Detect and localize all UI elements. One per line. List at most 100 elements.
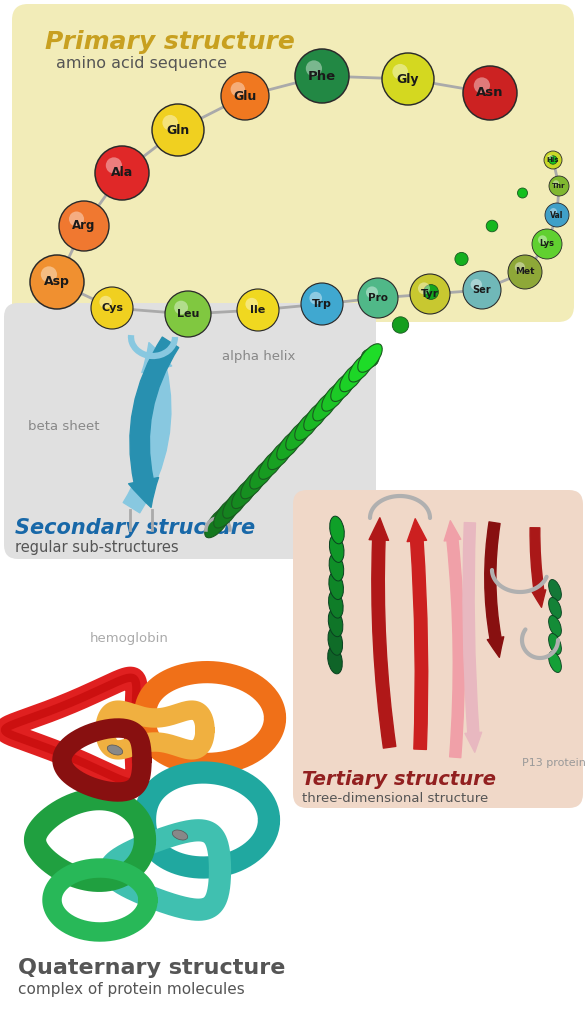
Text: Asn: Asn — [476, 86, 504, 99]
Circle shape — [463, 271, 501, 309]
Text: Val: Val — [551, 211, 564, 219]
Ellipse shape — [329, 553, 344, 581]
Circle shape — [382, 53, 434, 105]
Circle shape — [553, 180, 559, 186]
Circle shape — [538, 236, 547, 245]
Text: three-dimensional structure: three-dimensional structure — [302, 792, 488, 805]
Circle shape — [174, 301, 188, 314]
FancyArrowPatch shape — [530, 527, 546, 607]
Ellipse shape — [340, 362, 365, 392]
Text: Secondary structure: Secondary structure — [15, 518, 255, 538]
Circle shape — [358, 278, 398, 318]
Circle shape — [152, 104, 204, 156]
Circle shape — [30, 255, 84, 309]
Ellipse shape — [303, 401, 329, 431]
Circle shape — [306, 60, 322, 77]
Text: Arg: Arg — [72, 219, 96, 232]
Ellipse shape — [328, 628, 343, 655]
Circle shape — [544, 151, 562, 169]
Text: Thr: Thr — [552, 183, 566, 189]
Text: Primary structure: Primary structure — [45, 30, 295, 54]
Text: beta sheet: beta sheet — [28, 420, 100, 433]
Circle shape — [99, 296, 112, 308]
Ellipse shape — [222, 487, 249, 518]
Circle shape — [295, 49, 349, 103]
Circle shape — [106, 158, 122, 173]
FancyArrowPatch shape — [444, 521, 464, 758]
Circle shape — [392, 316, 409, 333]
Circle shape — [549, 176, 569, 196]
Text: Asp: Asp — [44, 275, 70, 289]
Ellipse shape — [329, 535, 344, 562]
Text: Cys: Cys — [101, 303, 123, 313]
Circle shape — [237, 289, 279, 331]
Circle shape — [361, 349, 379, 367]
Circle shape — [231, 82, 245, 96]
Ellipse shape — [241, 468, 267, 499]
Ellipse shape — [313, 391, 338, 421]
Ellipse shape — [205, 506, 231, 538]
Ellipse shape — [276, 430, 302, 460]
Text: Met: Met — [515, 267, 535, 276]
FancyArrowPatch shape — [485, 522, 504, 657]
Ellipse shape — [330, 516, 345, 544]
Circle shape — [410, 274, 450, 314]
Circle shape — [515, 262, 525, 272]
Ellipse shape — [173, 830, 188, 840]
Circle shape — [474, 78, 490, 93]
Circle shape — [518, 188, 528, 198]
Ellipse shape — [330, 373, 356, 401]
Text: Quaternary structure: Quaternary structure — [18, 958, 285, 978]
FancyArrowPatch shape — [129, 337, 178, 507]
Ellipse shape — [328, 609, 343, 637]
FancyArrowPatch shape — [407, 519, 428, 750]
Circle shape — [392, 63, 408, 80]
Text: Ala: Ala — [111, 167, 133, 179]
Text: Lys: Lys — [539, 240, 555, 249]
Text: Pro: Pro — [368, 293, 388, 303]
Circle shape — [91, 287, 133, 329]
Circle shape — [309, 292, 322, 304]
Ellipse shape — [268, 439, 294, 470]
Circle shape — [221, 72, 269, 120]
Circle shape — [69, 212, 84, 226]
Ellipse shape — [549, 634, 561, 654]
Text: regular sub-structures: regular sub-structures — [15, 540, 178, 555]
FancyBboxPatch shape — [4, 303, 376, 559]
Circle shape — [471, 279, 482, 291]
Text: Ile: Ile — [251, 305, 266, 315]
Circle shape — [59, 201, 109, 251]
FancyBboxPatch shape — [293, 490, 583, 808]
Circle shape — [163, 115, 178, 130]
Text: Gln: Gln — [166, 124, 190, 136]
Ellipse shape — [249, 459, 276, 489]
Circle shape — [95, 146, 149, 200]
Text: amino acid sequence: amino acid sequence — [56, 56, 227, 71]
Circle shape — [463, 66, 517, 120]
Text: Ser: Ser — [473, 285, 491, 295]
Text: Phe: Phe — [308, 70, 336, 83]
Circle shape — [532, 229, 562, 259]
FancyBboxPatch shape — [12, 4, 574, 322]
Circle shape — [366, 287, 378, 298]
Text: Leu: Leu — [177, 309, 199, 319]
Circle shape — [301, 283, 343, 325]
Circle shape — [545, 203, 569, 227]
Text: His: His — [546, 157, 559, 163]
Circle shape — [41, 266, 57, 283]
Text: complex of protein molecules: complex of protein molecules — [18, 982, 245, 997]
Text: Gly: Gly — [397, 73, 419, 85]
Ellipse shape — [328, 646, 342, 674]
Ellipse shape — [107, 745, 123, 755]
Ellipse shape — [329, 591, 343, 618]
Ellipse shape — [232, 477, 258, 509]
Text: Tertiary structure: Tertiary structure — [302, 770, 496, 790]
Ellipse shape — [549, 615, 561, 637]
Circle shape — [418, 283, 430, 295]
Circle shape — [548, 155, 553, 160]
Text: Glu: Glu — [234, 89, 257, 102]
FancyArrowPatch shape — [123, 343, 171, 513]
Circle shape — [245, 298, 258, 310]
Circle shape — [550, 208, 557, 215]
Circle shape — [486, 220, 498, 231]
